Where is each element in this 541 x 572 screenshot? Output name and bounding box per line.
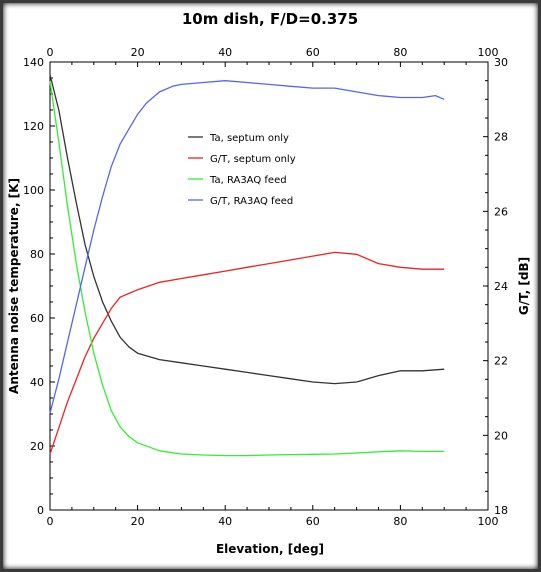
x-tick-label-bottom: 80	[393, 515, 407, 528]
x-tick-label-top: 0	[47, 46, 54, 59]
y-left-tick-label: 140	[23, 56, 44, 69]
x-tick-label-bottom: 60	[306, 515, 320, 528]
x-tick-label-top: 100	[478, 46, 499, 59]
y-left-tick-label: 60	[30, 312, 44, 325]
chart-title: 10m dish, F/D=0.375	[182, 10, 358, 28]
x-tick-label-bottom: 0	[47, 515, 54, 528]
y-right-tick-label: 24	[494, 280, 508, 293]
x-tick-label-top: 20	[131, 46, 145, 59]
x-tick-label-bottom: 40	[218, 515, 232, 528]
y-right-tick-label: 28	[494, 131, 508, 144]
x-tick-label-bottom: 20	[131, 515, 145, 528]
y-right-tick-label: 30	[494, 56, 508, 69]
y-left-tick-label: 100	[23, 184, 44, 197]
x-tick-label-top: 60	[306, 46, 320, 59]
x-axis-title: Elevation, [deg]	[216, 542, 324, 556]
y-left-axis-title: Antenna noise temperature, [K]	[7, 178, 21, 394]
legend-label-ta-septum-only: Ta, septum only	[209, 133, 289, 144]
x-tick-label-top: 80	[393, 46, 407, 59]
series-line-g-t-ra3aq-feed	[49, 80, 445, 414]
series-line-ta-septum-only	[49, 74, 445, 385]
legend-box	[180, 123, 328, 213]
y-right-tick-label: 22	[494, 355, 508, 368]
legend-label-g-t-septum-only: G/T, septum only	[210, 154, 296, 165]
y-left-tick-label: 120	[23, 120, 44, 133]
x-tick-label-top: 40	[218, 46, 232, 59]
x-tick-label-bottom: 100	[478, 515, 499, 528]
y-right-axis-title: G/T, [dB]	[517, 257, 531, 315]
y-right-tick-label: 18	[494, 504, 508, 517]
legend-label-g-t-ra3aq-feed: G/T, RA3AQ feed	[210, 196, 293, 207]
y-left-tick-label: 20	[30, 440, 44, 453]
y-left-tick-label: 80	[30, 248, 44, 261]
y-right-tick-label: 26	[494, 205, 508, 218]
legend: Ta, septum only G/T, septum only Ta, RA3AQ…	[180, 123, 328, 213]
legend-label-ta-ra3aq-feed: Ta, RA3AQ feed	[209, 175, 287, 186]
y-left-tick-label: 0	[37, 504, 44, 517]
series-line-g-t-septum-only	[49, 251, 445, 455]
y-right-tick-label: 20	[494, 429, 508, 442]
series-line-ta-ra3aq-feed	[49, 81, 445, 457]
y-left-tick-label: 40	[30, 376, 44, 389]
